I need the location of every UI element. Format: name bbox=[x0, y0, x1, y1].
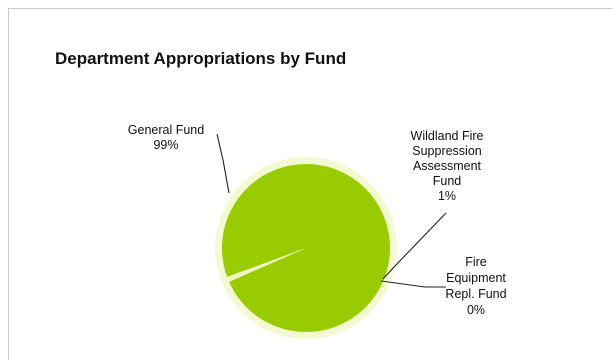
pie-slice-1 bbox=[227, 248, 306, 282]
leader-line-2 bbox=[380, 280, 446, 288]
slice-label-2: Fire Equipment Repl. Fund 0% bbox=[445, 255, 506, 317]
slice-label-0: General Fund 99% bbox=[128, 123, 204, 152]
leader-line-0 bbox=[216, 133, 230, 194]
leader-line-1 bbox=[382, 212, 447, 280]
chart-title: Department Appropriations by Fund bbox=[55, 49, 347, 68]
pie-slice-0 bbox=[222, 164, 391, 333]
slice-label-1: Wildland Fire Suppression Assessment Fund 1% bbox=[411, 129, 484, 203]
